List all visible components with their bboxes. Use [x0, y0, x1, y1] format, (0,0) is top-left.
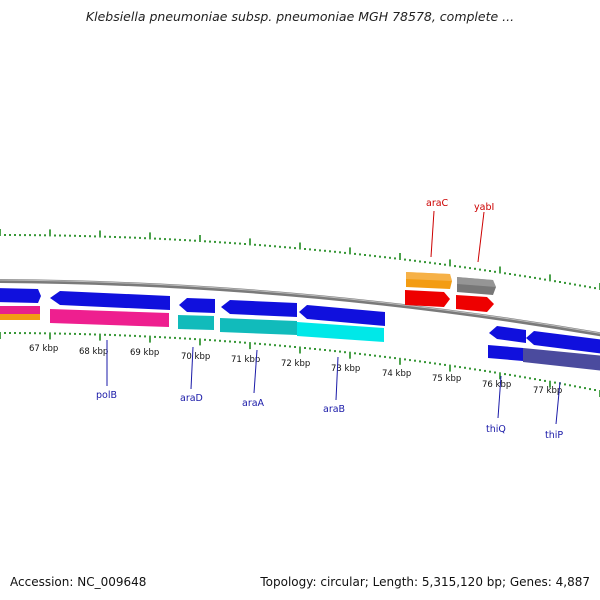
scale-label: 70 kbp [181, 352, 210, 362]
accession-text: Accession: NC_009648 [10, 575, 147, 589]
scale-label: 75 kbp [432, 374, 461, 384]
scale-labels: 67 kbp 68 kbp 69 kbp 70 kbp 71 kbp 72 kb… [29, 344, 562, 396]
outer-tick-track [0, 229, 600, 290]
scale-label: 76 kbp [482, 380, 511, 390]
map-title: Klebsiella pneumoniae subsp. pneumoniae … [85, 9, 515, 24]
gene-label-araB[interactable]: araB [323, 404, 345, 415]
gene-label-araD[interactable]: araD [180, 393, 203, 404]
scale-label: 73 kbp [331, 364, 360, 374]
scale-label: 69 kbp [130, 348, 159, 358]
scale-label: 71 kbp [231, 355, 260, 365]
feature-polB-blue[interactable] [50, 291, 170, 310]
feature-yabI-red[interactable] [456, 295, 494, 312]
scale-label: 67 kbp [29, 344, 58, 354]
feature-left-mixed[interactable] [0, 306, 40, 320]
gene-label-thiQ[interactable]: thiQ [486, 424, 506, 435]
genome-backbone [0, 279, 600, 337]
feature-polB-pink[interactable] [50, 309, 169, 327]
scale-label: 68 kbp [79, 347, 108, 357]
feature-araC-red[interactable] [405, 290, 450, 307]
gene-label-polB[interactable]: polB [96, 390, 117, 401]
feature-thiP-blue[interactable] [526, 331, 600, 354]
gene-label-thiP[interactable]: thiP [545, 430, 563, 441]
feature-thiQ-blue[interactable] [489, 326, 526, 343]
gene-leaders [106, 210, 561, 425]
feature-araD-blue[interactable] [179, 298, 215, 313]
feature-thiQ-strip[interactable] [488, 345, 523, 361]
feature-araD-teal[interactable] [178, 315, 214, 330]
gene-label-araA[interactable]: araA [242, 398, 265, 409]
feature-thiP-strip[interactable] [523, 348, 600, 371]
feature-araC-orange[interactable] [406, 272, 452, 289]
feature-yabI-gray[interactable] [457, 277, 496, 295]
feature-araB-blue[interactable] [299, 305, 385, 326]
feature-araA-blue[interactable] [221, 300, 297, 317]
genome-summary-text: Topology: circular; Length: 5,315,120 bp… [260, 575, 590, 589]
inner-tick-track [0, 332, 600, 397]
gene-label-yabI[interactable]: yabI [474, 202, 494, 213]
scale-label: 77 kbp [533, 386, 562, 396]
feature-left-blue[interactable] [0, 288, 41, 303]
scale-label: 72 kbp [281, 359, 310, 369]
gene-label-araC[interactable]: araC [426, 198, 449, 209]
feature-araA-teal[interactable] [220, 318, 297, 335]
feature-araB-cyan[interactable] [297, 322, 384, 342]
scale-label: 74 kbp [382, 369, 411, 379]
